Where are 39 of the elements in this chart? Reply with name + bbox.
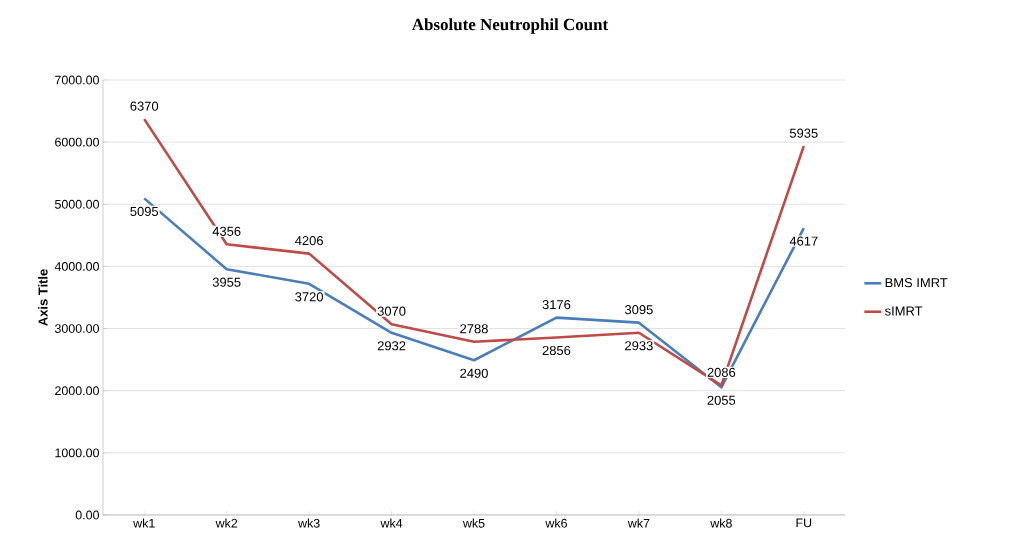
data-label: 2932 (377, 341, 406, 351)
data-label: 3176 (542, 300, 571, 310)
x-tick-label: wk2 (215, 518, 238, 528)
y-tick-label: 7000.00 (55, 75, 99, 85)
data-label: 3070 (377, 306, 406, 316)
y-tick-label: 1000.00 (55, 448, 99, 458)
data-label: 2490 (460, 368, 488, 378)
data-label: 3955 (212, 277, 241, 287)
y-tick-label: 5000.00 (54, 199, 99, 209)
chart-title: Absolute Neutrophil Count (411, 18, 609, 34)
legend-label: sIMRT (885, 306, 923, 316)
y-tick-label: 0.00 (75, 510, 99, 520)
x-tick-label: wk5 (462, 518, 485, 528)
x-tick-label: wk6 (545, 518, 567, 528)
x-tick-label: wk1 (133, 518, 155, 528)
data-label: 5935 (789, 128, 818, 138)
data-label: 4617 (789, 236, 818, 246)
data-label: 3720 (295, 292, 324, 302)
data-label: 4356 (212, 226, 241, 236)
data-label: 2933 (625, 341, 653, 351)
x-tick-label: wk3 (298, 518, 320, 528)
data-label: 6370 (130, 101, 159, 111)
x-tick-label: wk8 (710, 518, 732, 528)
y-tick-label: 2000.00 (55, 386, 99, 396)
data-label: 2788 (460, 324, 488, 334)
data-label: 2055 (707, 395, 736, 405)
legend-label: BMS IMRT (885, 278, 948, 288)
y-axis-title: Axis Title (38, 269, 48, 326)
x-tick-label: wk4 (380, 518, 403, 528)
data-label: 3095 (624, 305, 653, 315)
x-tick-label: FU (796, 518, 812, 528)
data-label: 4206 (295, 236, 323, 246)
y-tick-label: 3000.00 (54, 324, 99, 333)
x-tick-label: wk7 (627, 518, 650, 528)
data-label: 5095 (130, 206, 159, 216)
data-label: 2856 (542, 345, 571, 356)
data-label: 2086 (707, 367, 736, 377)
y-tick-label: 4000.00 (54, 262, 99, 271)
y-tick-label: 6000.00 (55, 137, 99, 147)
